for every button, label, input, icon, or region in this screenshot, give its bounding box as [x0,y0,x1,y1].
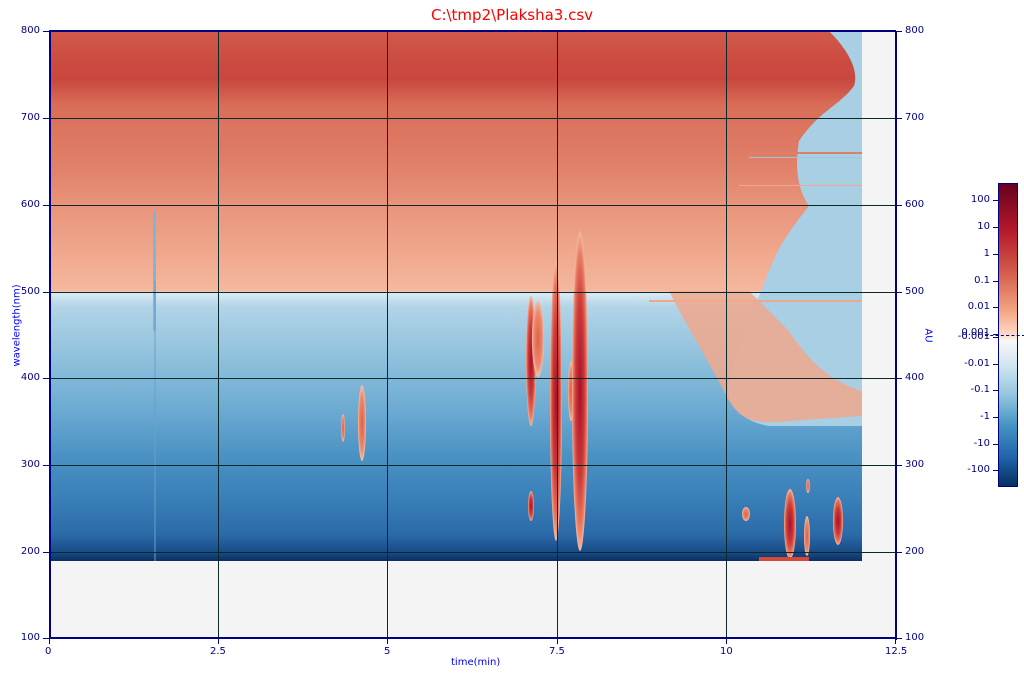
y-tick-label: 300 [20,459,40,470]
right-y-tick-mark [896,552,902,553]
y-tick-label: 100 [20,632,40,643]
y-tick-label: 700 [20,112,40,123]
right-y-tick-label: 800 [905,25,925,36]
x-tick-label: 5 [384,646,391,657]
right-y-tick-label: 400 [905,372,925,383]
x-tick-mark [557,639,558,644]
y-tick-label: 400 [20,372,40,383]
y-tick-label: 600 [20,199,40,210]
colorbar-tick-mark [993,470,998,471]
y-tick-mark [43,205,49,206]
x-tick-mark [218,639,219,644]
right-y-tick-mark [896,205,902,206]
colorbar-tick-label: -10 [973,438,990,449]
right-y-tick-label: 700 [905,112,925,123]
colorbar-zero-line [985,335,1024,336]
colorbar-tick-label: 10 [977,221,990,232]
x-tick-mark [49,639,50,644]
right-y-tick-label: 200 [905,546,925,557]
heatmap-plot-area[interactable] [49,31,896,639]
y-tick-mark [43,31,49,32]
x-tick-mark [895,639,896,644]
y-tick-mark [43,378,49,379]
y-tick-mark [43,638,49,639]
colorbar-tick-label: 0.01 [967,301,990,312]
colorbar-tick-label: -100 [967,464,990,475]
y-tick-label: 500 [20,286,40,297]
colorbar-tick-mark [993,337,998,338]
right-y-axis-line [895,31,897,640]
right-y-tick-mark [896,378,902,379]
colorbar-tick-mark [993,307,998,308]
right-y-tick-mark [896,638,902,639]
y-tick-mark [43,292,49,293]
x-tick-label: 10 [720,646,733,657]
x-tick-label: 12.5 [885,646,908,657]
x-tick-label: 0 [45,646,52,657]
colorbar-tick-mark [993,254,998,255]
y-tick-label: 200 [20,546,40,557]
right-y-tick-label: 600 [905,199,925,210]
colorbar-tick-mark [993,281,998,282]
y-tick-mark [43,552,49,553]
right-y-tick-mark [896,292,902,293]
right-y-tick-label: 500 [905,286,925,297]
y-tick-mark [43,118,49,119]
x-tick-mark [387,639,388,644]
chart-title: C:\tmp2\Plaksha3.csv [430,6,594,24]
colorbar-tick-mark [993,417,998,418]
right-y-tick-label: 100 [905,632,925,643]
y-tick-mark [43,465,49,466]
colorbar-tick-label: 1 [983,248,990,259]
right-y-tick-mark [896,465,902,466]
colorbar-tick-label: -1 [980,411,990,422]
colorbar-tick-label: -0.1 [970,384,990,395]
colorbar-tick-mark [993,390,998,391]
x-tick-mark [726,639,727,644]
colorbar-tick-mark [993,334,998,335]
x-axis-title: time(min) [451,657,501,668]
colorbar-tick-mark [993,364,998,365]
y-axis-title: wavelength(nm) [11,284,23,367]
plot-top-border [49,30,896,32]
colorbar-tick-mark [993,200,998,201]
x-tick-label: 2.5 [210,646,226,657]
colorbar-tick-mark [993,444,998,445]
x-tick-label: 7.5 [549,646,565,657]
colorbar-title: AU [922,328,934,343]
right-y-tick-mark [896,118,902,119]
right-y-tick-mark [896,31,902,32]
colorbar-tick-label: -0.001 [957,331,990,342]
right-y-tick-label: 300 [905,459,925,470]
colorbar-tick-mark [993,227,998,228]
y-tick-label: 800 [20,25,40,36]
heatmap-image [49,31,896,639]
colorbar-tick-label: 0.001 [961,327,990,338]
colorbar-tick-label: 100 [970,194,990,205]
colorbar-tick-label: 0.1 [974,275,990,286]
colorbar-tick-label: -0.01 [964,358,990,369]
